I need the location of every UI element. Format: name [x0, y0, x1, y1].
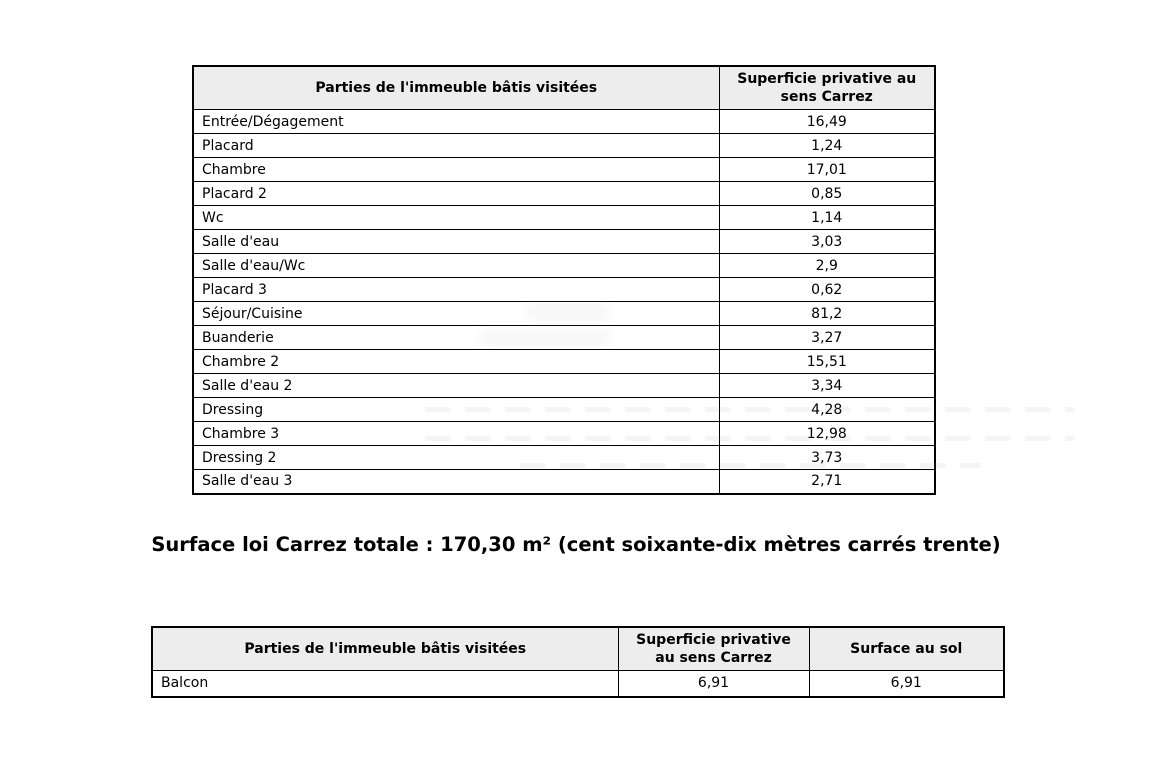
balcony-surfaces-table: Parties de l'immeuble bâtis visitées Sup… — [151, 626, 1005, 698]
table-row: Placard 3 0,62 — [192, 277, 936, 302]
room-name-cell: Wc — [192, 205, 720, 230]
surface-value-cell: 4,28 — [718, 397, 936, 422]
column-header-parties: Parties de l'immeuble bâtis visitées — [192, 65, 720, 110]
room-name-cell: Chambre — [192, 157, 720, 182]
room-name-cell: Chambre 2 — [192, 349, 720, 374]
surface-value-cell: 2,9 — [718, 253, 936, 278]
table-row: Placard 1,24 — [192, 133, 936, 158]
room-name-cell: Dressing — [192, 397, 720, 422]
surface-value-cell: 0,62 — [718, 277, 936, 302]
surface-value-cell: 3,27 — [718, 325, 936, 350]
room-name-cell: Placard 2 — [192, 181, 720, 206]
table-row: Balcon 6,91 6,91 — [151, 670, 1005, 697]
room-name-cell: Buanderie — [192, 325, 720, 350]
surface-value-cell: 3,03 — [718, 229, 936, 254]
table-row: Séjour/Cuisine 81,2 — [192, 301, 936, 326]
carrez-surfaces-table: Parties de l'immeuble bâtis visitées Sup… — [192, 65, 936, 495]
table-row: Salle d'eau 3 2,71 — [192, 469, 936, 494]
surface-value-cell: 1,14 — [718, 205, 936, 230]
column-header-superficie: Superficie privative au sens Carrez — [718, 65, 936, 110]
room-name-cell: Salle d'eau 2 — [192, 373, 720, 398]
table-body: Entrée/Dégagement 16,49 Placard 1,24 Chambre… — [192, 109, 936, 494]
surface-value-cell: 6,91 — [808, 670, 1005, 697]
table-body: Balcon 6,91 6,91 — [151, 670, 1005, 697]
table-header-row: Parties de l'immeuble bâtis visitées Sup… — [192, 65, 936, 110]
room-name-cell: Salle d'eau 3 — [192, 469, 720, 494]
column-header-superficie: Superficie privative au sens Carrez — [617, 626, 810, 671]
room-name-cell: Séjour/Cuisine — [192, 301, 720, 326]
surface-value-cell: 3,34 — [718, 373, 936, 398]
table-row: Placard 2 0,85 — [192, 181, 936, 206]
surface-value-cell: 15,51 — [718, 349, 936, 374]
room-name-cell: Salle d'eau — [192, 229, 720, 254]
table-header-row: Parties de l'immeuble bâtis visitées Sup… — [151, 626, 1005, 671]
surface-value-cell: 3,73 — [718, 445, 936, 470]
room-name-cell: Placard — [192, 133, 720, 158]
column-header-surface-sol: Surface au sol — [808, 626, 1005, 671]
room-name-cell: Dressing 2 — [192, 445, 720, 470]
surface-value-cell: 6,91 — [617, 670, 810, 697]
table-row: Dressing 4,28 — [192, 397, 936, 422]
surface-value-cell: 17,01 — [718, 157, 936, 182]
surface-value-cell: 2,71 — [718, 469, 936, 494]
total-surface-line: Surface loi Carrez totale : 170,30 m² (c… — [151, 533, 1001, 556]
surface-value-cell: 12,98 — [718, 421, 936, 446]
table-row: Wc 1,14 — [192, 205, 936, 230]
table-row: Buanderie 3,27 — [192, 325, 936, 350]
table-row: Salle d'eau/Wc 2,9 — [192, 253, 936, 278]
table-row: Salle d'eau 3,03 — [192, 229, 936, 254]
room-name-cell: Chambre 3 — [192, 421, 720, 446]
surface-value-cell: 1,24 — [718, 133, 936, 158]
room-name-cell: Placard 3 — [192, 277, 720, 302]
column-header-parties: Parties de l'immeuble bâtis visitées — [151, 626, 619, 671]
table-row: Chambre 2 15,51 — [192, 349, 936, 374]
surface-value-cell: 16,49 — [718, 109, 936, 134]
table-row: Dressing 2 3,73 — [192, 445, 936, 470]
surface-value-cell: 81,2 — [718, 301, 936, 326]
table-row: Chambre 17,01 — [192, 157, 936, 182]
room-name-cell: Salle d'eau/Wc — [192, 253, 720, 278]
table-row: Salle d'eau 2 3,34 — [192, 373, 936, 398]
table-row: Chambre 3 12,98 — [192, 421, 936, 446]
room-name-cell: Entrée/Dégagement — [192, 109, 720, 134]
table-row: Entrée/Dégagement 16,49 — [192, 109, 936, 134]
room-name-cell: Balcon — [151, 670, 619, 697]
surface-value-cell: 0,85 — [718, 181, 936, 206]
